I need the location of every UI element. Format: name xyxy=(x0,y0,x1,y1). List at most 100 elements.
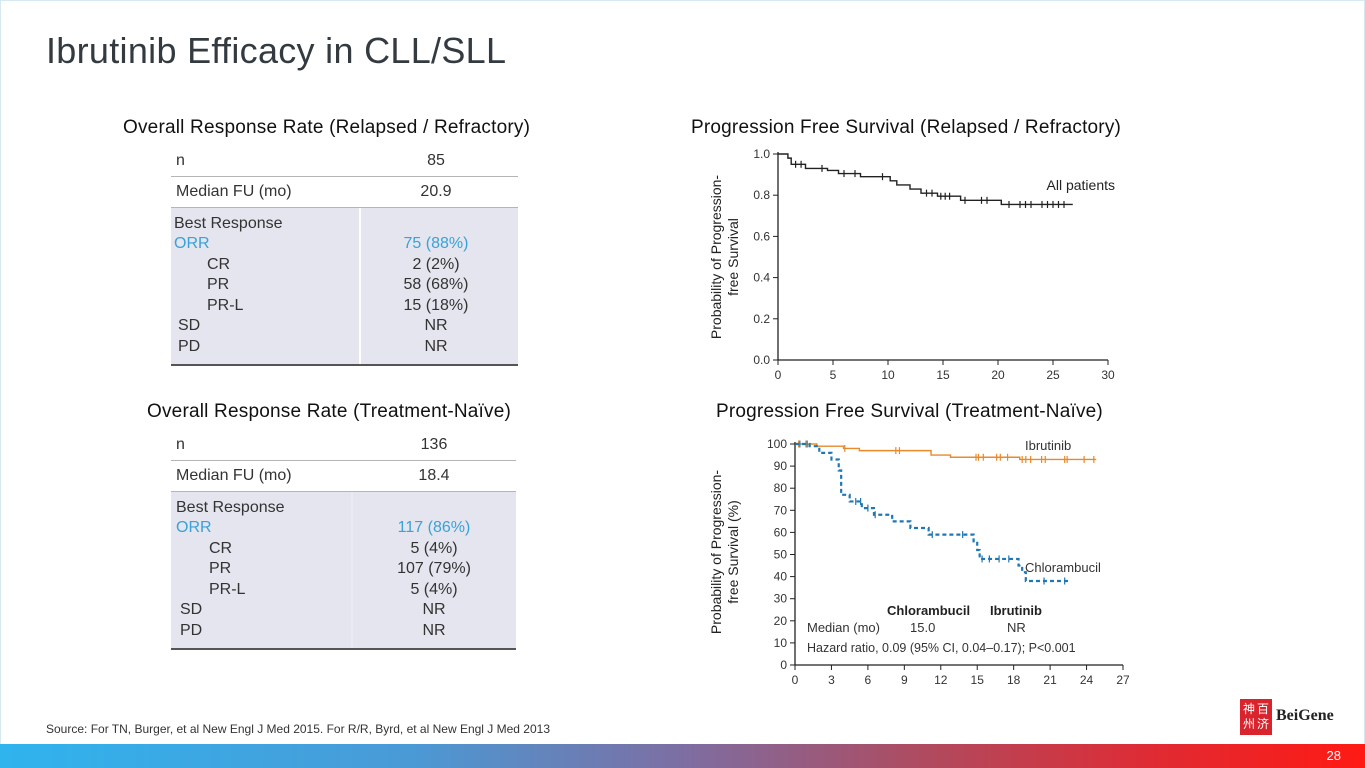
series-label-chlorambucil: Chlorambucil xyxy=(1025,560,1101,575)
y-tick-label: 0.6 xyxy=(753,229,770,243)
series-label-ibrutinib: Ibrutinib xyxy=(1025,438,1071,453)
seal-icon: 神 百 州 济 xyxy=(1240,699,1272,735)
response-label-prl: PR-L xyxy=(207,297,244,314)
tn-orr-table: n 136 Median FU (mo) 18.4 Best Response … xyxy=(171,430,516,650)
series-line-all-patients xyxy=(778,153,1073,206)
response-value-pd: NR xyxy=(424,338,448,355)
y-tick-label: 80 xyxy=(774,481,788,495)
response-value-orr: 117 (86%) xyxy=(397,519,471,536)
x-tick-label: 20 xyxy=(991,368,1005,382)
seal-char: 济 xyxy=(1257,717,1270,731)
series-line-chlorambucil xyxy=(795,442,1069,583)
seal-char: 百 xyxy=(1257,702,1270,716)
x-tick-label: 9 xyxy=(901,673,908,687)
best-response-label: Best Response xyxy=(176,499,285,516)
column-divider xyxy=(351,492,353,648)
seal-char: 州 xyxy=(1243,717,1256,731)
y-tick-label: 0.4 xyxy=(753,271,770,285)
x-tick-label: 15 xyxy=(936,368,950,382)
y-tick-label: 40 xyxy=(774,570,788,584)
median-header-chlorambucil: Chlorambucil xyxy=(887,603,970,618)
x-tick-label: 27 xyxy=(1116,673,1130,687)
footer-bar: 28 xyxy=(0,744,1365,768)
table-row: n 85 xyxy=(171,146,518,177)
x-tick-label: 18 xyxy=(1007,673,1021,687)
response-value-pd: NR xyxy=(422,622,446,639)
row-value: 20.9 xyxy=(420,183,452,200)
column-divider xyxy=(359,208,361,364)
y-tick-label: 0.2 xyxy=(753,312,770,326)
row-label: n xyxy=(176,436,185,453)
response-label-cr: CR xyxy=(209,540,233,557)
hazard-ratio: Hazard ratio, 0.09 (95% CI, 0.04–0.17); … xyxy=(807,641,1076,655)
source-citation: Source: For TN, Burger, et al New Engl J… xyxy=(46,722,550,736)
x-tick-label: 0 xyxy=(775,368,782,382)
y-tick-label: 0.8 xyxy=(753,188,770,202)
x-tick-label: 21 xyxy=(1043,673,1057,687)
row-value: 136 xyxy=(420,436,448,453)
response-label-prl: PR-L xyxy=(209,581,246,598)
response-value-orr: 75 (88%) xyxy=(403,235,469,252)
pfs-rr-ylabel: Probability of Progression-free Survival xyxy=(708,142,742,372)
response-label-pr: PR xyxy=(209,560,232,577)
response-label-sd: SD xyxy=(180,601,203,618)
series-label-all-patients: All patients xyxy=(1047,177,1115,193)
response-label-sd: SD xyxy=(178,317,201,334)
brand-name: BeiGene xyxy=(1276,707,1334,724)
page-number: 28 xyxy=(1326,748,1341,763)
median-value-chlorambucil: 15.0 xyxy=(910,620,935,635)
y-tick-label: 1.0 xyxy=(753,147,770,161)
slide-title: Ibrutinib Efficacy in CLL/SLL xyxy=(46,30,507,71)
y-tick-label: 30 xyxy=(774,592,788,606)
rr-orr-title: Overall Response Rate (Relapsed / Refrac… xyxy=(123,117,531,138)
x-tick-label: 3 xyxy=(828,673,835,687)
response-value-pr: 58 (68%) xyxy=(403,276,469,293)
y-tick-label: 50 xyxy=(774,548,788,562)
beigene-logo: 神 百 州 济 BeiGene xyxy=(1238,699,1356,735)
x-tick-label: 12 xyxy=(934,673,948,687)
row-value: 18.4 xyxy=(418,467,450,484)
pfs-tn-ylabel-text: Probability of Progression-free Survival… xyxy=(708,469,741,635)
y-tick-label: 90 xyxy=(774,459,788,473)
x-tick-label: 24 xyxy=(1080,673,1094,687)
response-label-orr: ORR xyxy=(174,235,210,252)
response-label-pd: PD xyxy=(178,338,201,355)
y-tick-label: 0 xyxy=(780,658,787,672)
response-label-orr: ORR xyxy=(176,519,212,536)
row-value: 85 xyxy=(427,152,445,169)
response-label-pd: PD xyxy=(180,622,203,639)
response-value-sd: NR xyxy=(422,601,446,618)
median-label: Median (mo) xyxy=(807,620,880,635)
pfs-rr-title: Progression Free Survival (Relapsed / Re… xyxy=(691,117,1122,138)
response-value-prl: 5 (4%) xyxy=(410,581,458,598)
y-tick-label: 70 xyxy=(774,503,788,517)
x-tick-label: 0 xyxy=(792,673,799,687)
table-row: n 136 xyxy=(171,430,516,461)
x-tick-label: 15 xyxy=(971,673,985,687)
y-tick-label: 60 xyxy=(774,525,788,539)
x-tick-label: 25 xyxy=(1046,368,1060,382)
median-value-ibrutinib: NR xyxy=(1007,620,1026,635)
tn-orr-title: Overall Response Rate (Treatment-Naïve) xyxy=(147,401,512,422)
x-tick-label: 10 xyxy=(881,368,895,382)
response-label-cr: CR xyxy=(207,256,231,273)
x-tick-label: 6 xyxy=(865,673,872,687)
seal-char: 神 xyxy=(1243,702,1256,716)
row-label: n xyxy=(176,152,185,169)
best-response-block: Best Response ORR 117 (86%) CR 5 (4%) PR… xyxy=(171,492,516,650)
response-value-prl: 15 (18%) xyxy=(403,297,469,314)
y-tick-label: 0.0 xyxy=(753,353,770,367)
pfs-rr-ylabel-text: Probability of Progression-free Survival xyxy=(708,174,741,340)
x-tick-label: 5 xyxy=(830,368,837,382)
response-value-cr: 2 (2%) xyxy=(412,256,460,273)
response-value-pr: 107 (79%) xyxy=(397,560,471,577)
row-label: Median FU (mo) xyxy=(176,183,292,200)
table-row: Median FU (mo) 18.4 xyxy=(171,461,516,492)
row-label: Median FU (mo) xyxy=(176,467,292,484)
table-row: Median FU (mo) 20.9 xyxy=(171,177,518,208)
pfs-rr-chart: 0 5 10 15 20 25 30 0.0 0.2 0.4 0.6 0.8 1.0 All patien… xyxy=(753,147,1115,382)
response-label-pr: PR xyxy=(207,276,230,293)
pfs-tn-title: Progression Free Survival (Treatment-Naï… xyxy=(716,401,1103,422)
best-response-block: Best Response ORR 75 (88%) CR 2 (2%) PR … xyxy=(171,208,518,366)
